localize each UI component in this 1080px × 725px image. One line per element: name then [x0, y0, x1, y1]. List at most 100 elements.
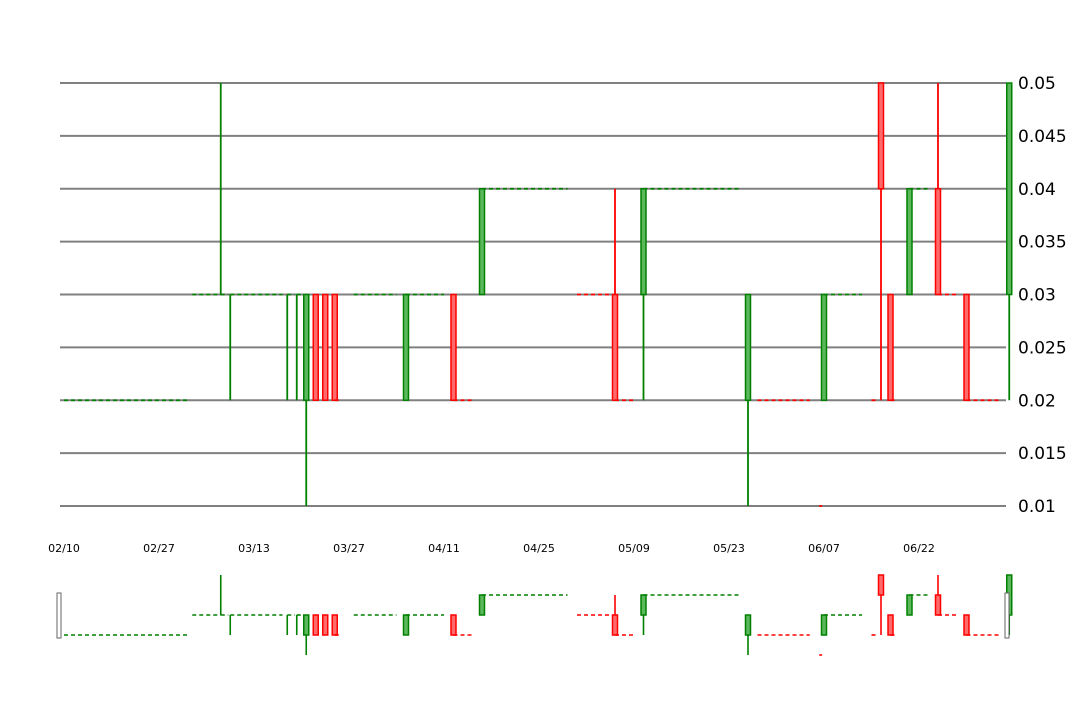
- candle: [402, 614, 444, 636]
- candle: [887, 293, 896, 402]
- candle-body: [312, 293, 319, 401]
- candle: [331, 614, 340, 636]
- x-tick-label: 02/27: [143, 542, 175, 555]
- candle: [322, 293, 329, 401]
- y-tick-label: 0.045: [1018, 127, 1067, 147]
- candle-body: [303, 293, 310, 401]
- candle: [934, 83, 957, 296]
- candle-body: [322, 293, 329, 401]
- candle-body: [934, 594, 942, 616]
- candle-body: [744, 614, 752, 636]
- candle: [450, 614, 473, 636]
- candle: [640, 187, 739, 401]
- candle-body: [303, 614, 310, 636]
- candle: [611, 595, 634, 636]
- candle: [963, 293, 1000, 402]
- x-tick-label: 06/07: [808, 542, 840, 555]
- candle-body: [963, 614, 970, 636]
- candle: [744, 293, 752, 506]
- y-tick-label: 0.05: [1018, 74, 1056, 94]
- candle: [322, 614, 329, 636]
- candle: [295, 293, 302, 401]
- candle-body: [820, 614, 828, 636]
- x-tick-label: 04/25: [523, 542, 555, 555]
- candle-body: [450, 614, 457, 636]
- candle-body: [906, 594, 913, 616]
- candle-body: [402, 614, 410, 636]
- candle: [402, 293, 444, 401]
- candle: [478, 187, 568, 296]
- candle: [286, 293, 295, 401]
- candle-body: [934, 188, 942, 296]
- candle-body: [906, 188, 913, 296]
- candle-body: [312, 614, 319, 636]
- x-axis-labels: 02/10 02/27 03/13 03/27 04/11 04/25 05/09 05/23…: [48, 542, 935, 555]
- candle-body: [963, 293, 970, 401]
- candle-body: [331, 614, 338, 636]
- candle: [1006, 82, 1013, 401]
- candle: [963, 614, 1000, 636]
- candle-body: [887, 293, 894, 401]
- candle-body: [402, 293, 410, 401]
- candle: [611, 188, 634, 402]
- candle: [219, 575, 229, 616]
- candle: [303, 293, 310, 506]
- navigator-left-handle[interactable]: [56, 592, 62, 639]
- candle: [303, 614, 310, 655]
- y-tick-label: 0.03: [1018, 286, 1056, 306]
- y-tick-label: 0.02: [1018, 391, 1056, 411]
- x-tick-label: 05/09: [618, 542, 650, 555]
- y-tick-label: 0.025: [1018, 338, 1067, 358]
- candle-body: [322, 614, 329, 636]
- y-tick-label: 0.01: [1018, 497, 1056, 517]
- candle: [229, 614, 283, 635]
- candle-body: [1006, 82, 1013, 296]
- candle: [877, 574, 885, 635]
- candle: [450, 293, 473, 402]
- candle-body: [331, 293, 338, 401]
- navigator-right-handle[interactable]: [1004, 592, 1010, 639]
- y-tick-label: 0.015: [1018, 444, 1067, 464]
- candle: [295, 614, 302, 635]
- navigator-handles: [56, 592, 1010, 639]
- candle: [906, 187, 929, 296]
- candle: [744, 614, 752, 655]
- candle-body: [877, 574, 885, 596]
- y-tick-label: 0.04: [1018, 180, 1056, 200]
- candle: [478, 594, 568, 616]
- candle: [312, 293, 319, 401]
- candle-body: [478, 188, 486, 296]
- grid-layer: [60, 82, 1006, 507]
- candle: [640, 594, 739, 635]
- candle-body: [611, 293, 619, 401]
- candle: [286, 614, 295, 635]
- candle-body: [887, 614, 894, 636]
- candle: [877, 82, 885, 401]
- candle-layer: [64, 82, 1013, 507]
- candle: [312, 614, 319, 636]
- navigator-overview: [64, 574, 1013, 656]
- candle-body: [820, 293, 828, 401]
- candle: [219, 83, 229, 296]
- candle: [906, 594, 929, 616]
- candle-body: [744, 293, 752, 401]
- candle: [331, 293, 340, 402]
- x-tick-label: 05/23: [713, 542, 745, 555]
- candle: [820, 614, 862, 636]
- x-tick-label: 03/27: [333, 542, 365, 555]
- x-tick-label: 03/13: [238, 542, 270, 555]
- candle-body: [877, 82, 885, 190]
- candle: [934, 575, 957, 616]
- x-tick-label: 02/10: [48, 542, 80, 555]
- candle-body: [478, 594, 486, 616]
- candle: [820, 293, 862, 401]
- candle-body: [450, 293, 457, 401]
- candle-body: [640, 594, 647, 616]
- candle-body: [611, 614, 619, 636]
- candle: [229, 293, 283, 401]
- x-tick-label: 04/11: [428, 542, 460, 555]
- candle-body: [640, 188, 647, 296]
- candle: [887, 614, 896, 636]
